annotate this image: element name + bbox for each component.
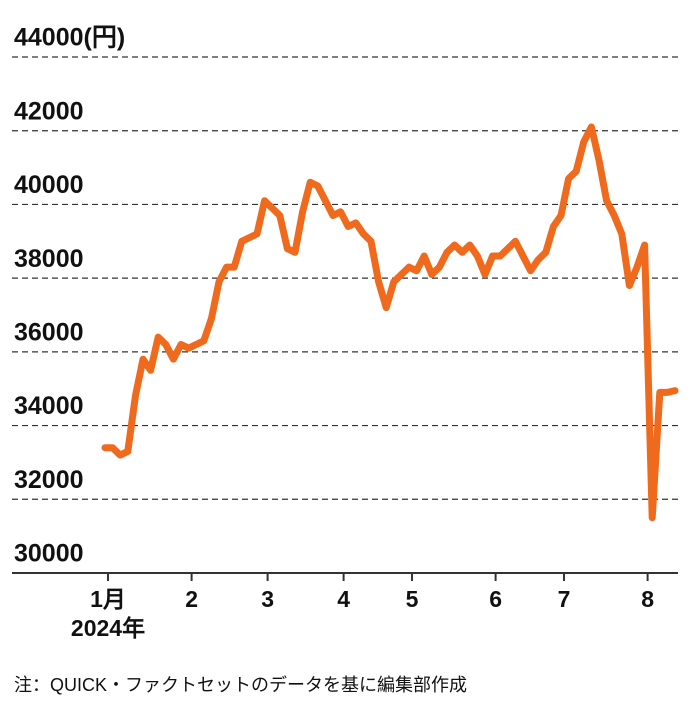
- year-label: 2024年: [71, 615, 145, 641]
- y-tick-label: 44000(円): [14, 24, 125, 52]
- y-tick-label: 36000: [14, 318, 84, 346]
- x-tick-label: 7: [558, 586, 571, 612]
- y-tick-label: 32000: [14, 466, 84, 494]
- x-tick-label: 6: [489, 586, 502, 612]
- x-tick-label: 2: [185, 586, 198, 612]
- note: 注：QUICK・ファクトセットのデータを基に編集部作成: [14, 675, 467, 695]
- x-tick-label: 8: [641, 586, 654, 612]
- x-tick-label: 5: [406, 586, 419, 612]
- y-tick-label: 40000: [14, 171, 84, 199]
- x-tick-label: 4: [337, 586, 350, 612]
- x-tick-label: 1月: [90, 586, 126, 612]
- y-tick-label: 38000: [14, 245, 84, 273]
- y-tick-label: 30000: [14, 540, 84, 568]
- y-tick-label: 34000: [14, 392, 84, 420]
- y-tick-label: 42000: [14, 97, 84, 125]
- x-tick-label: 3: [261, 586, 274, 612]
- line: [101, 123, 679, 522]
